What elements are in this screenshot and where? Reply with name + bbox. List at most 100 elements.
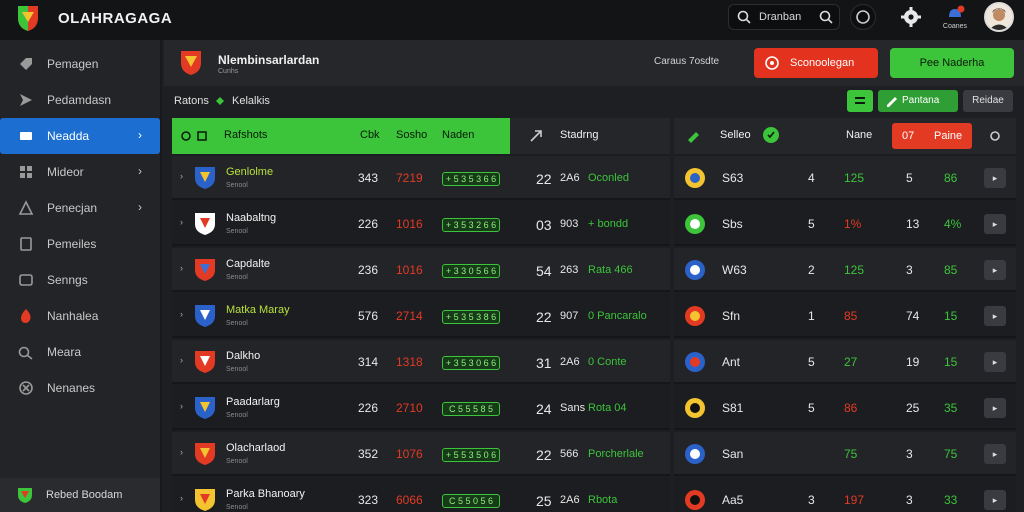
table-row[interactable]: W63 2 125 3 85 ▸	[674, 248, 1016, 292]
col-1[interactable]: Nane	[846, 129, 873, 141]
table-row[interactable]: › Paadarlarg Senool 226 2710 C 5 5 5 8 5…	[172, 386, 670, 430]
row-action-button[interactable]: ▸	[984, 490, 1006, 510]
stat-d: Sans	[560, 402, 586, 414]
row-action-button[interactable]: ▸	[984, 260, 1006, 280]
search-input[interactable]: Dranban	[728, 4, 840, 30]
settings-small-icon[interactable]	[988, 129, 1002, 143]
sidebar-item-4[interactable]: Penecjan ›	[0, 190, 160, 226]
col-4[interactable]: Stadrng	[560, 129, 599, 141]
sidebar-item-1[interactable]: Pedamdasn	[0, 82, 160, 118]
triangle-icon	[18, 200, 34, 215]
filter-label-kelalkis[interactable]: Kelalkis	[232, 95, 270, 107]
ticket-icon	[20, 132, 32, 140]
player-name[interactable]: Sbs	[722, 217, 743, 231]
table-row[interactable]: › Capdalte Senool 236 1016 + 3 3 0 5 6 6…	[172, 248, 670, 292]
team-name[interactable]: Matka Maray	[226, 304, 290, 316]
expand-icon[interactable]: ›	[180, 309, 183, 319]
reset-button[interactable]: Reidae	[963, 90, 1013, 112]
stat-a: 5	[808, 355, 815, 369]
player-name[interactable]: S81	[722, 401, 744, 415]
table-row[interactable]: S81 5 86 25 35 ▸	[674, 386, 1016, 430]
table-row[interactable]: Ant 5 27 19 15 ▸	[674, 340, 1016, 384]
pen-icon	[18, 346, 33, 360]
sidebar-footer[interactable]: Rebed Boodam	[0, 478, 160, 512]
search-submit-icon[interactable]	[819, 10, 833, 24]
expand-icon[interactable]: ›	[180, 355, 183, 365]
tool-button[interactable]: Pantana	[878, 90, 958, 112]
sidebar-item-5[interactable]: Pemeiles	[0, 226, 160, 262]
table-row[interactable]: › Naabaltng Senool 226 1016 + 3 5 3 2 6 …	[172, 202, 670, 246]
status-toggle-button[interactable]	[850, 4, 876, 30]
expand-icon[interactable]: ›	[180, 447, 183, 457]
stat-b: 7219	[396, 171, 423, 185]
sidebar-item-label: Neadda	[47, 129, 90, 143]
col-2[interactable]: Sosho	[396, 129, 428, 141]
notifications-button[interactable]: Coanes	[940, 3, 970, 35]
col-team[interactable]: Rafshots	[224, 129, 268, 141]
table-row[interactable]: Aa5 3 197 3 33 ▸	[674, 478, 1016, 512]
club-crest-icon	[195, 489, 215, 511]
stat-c: 74	[906, 309, 920, 323]
form-bar: + 3 3 0 5 6 6	[442, 264, 500, 278]
team-badge-icon	[685, 398, 705, 418]
expand-icon[interactable]: ›	[180, 171, 183, 181]
row-action-button[interactable]: ▸	[984, 306, 1006, 326]
sidebar-item-9[interactable]: Nenanes	[0, 370, 160, 406]
row-action-button[interactable]: ▸	[984, 444, 1006, 464]
row-action-button[interactable]: ▸	[984, 352, 1006, 372]
expand-icon[interactable]: ›	[180, 263, 183, 273]
col-3[interactable]: Naden	[442, 129, 475, 141]
player-name[interactable]: Sfn	[722, 309, 741, 323]
table-row[interactable]: San 75 3 75 ▸	[674, 432, 1016, 476]
table-row[interactable]: › Olacharlaod Senool 352 1076 + 5 5 3 5 …	[172, 432, 670, 476]
table-row[interactable]: › Genlolme Senool 343 7219 + 5 3 5 3 6 6…	[172, 156, 670, 200]
player-name[interactable]: San	[722, 447, 744, 461]
bell-icon	[949, 5, 965, 17]
sidebar-item-6[interactable]: Senngs	[0, 262, 160, 298]
row-action-button[interactable]: ▸	[984, 398, 1006, 418]
player-name[interactable]: Ant	[722, 355, 741, 369]
col-name[interactable]: Selleo	[720, 129, 751, 141]
expand-icon[interactable]: ›	[180, 401, 183, 411]
player-name[interactable]: Aa5	[722, 493, 744, 507]
team-name[interactable]: Capdalte	[226, 258, 271, 270]
team-name[interactable]: Naabaltng	[226, 212, 277, 224]
team-name: Nlembinsarlardan	[218, 53, 320, 67]
table-row[interactable]: › Matka Maray Senool 576 2714 + 5 3 5 3 …	[172, 294, 670, 338]
expand-icon[interactable]: ›	[180, 493, 183, 503]
player-name[interactable]: W63	[722, 263, 747, 277]
table-row[interactable]: Sfn 1 85 74 15 ▸	[674, 294, 1016, 338]
row-action-button[interactable]: ▸	[984, 214, 1006, 234]
filter-toggle-button[interactable]	[847, 90, 873, 112]
stat-d: 33	[944, 493, 958, 507]
table-row[interactable]: S63 4 125 5 86 ▸	[674, 156, 1016, 200]
tag-icon	[20, 58, 32, 70]
team-name[interactable]: Genlolme	[226, 166, 274, 178]
green-action-button[interactable]: Pee Naderha	[890, 48, 1014, 78]
team-name[interactable]: Dalkho	[226, 350, 261, 362]
sidebar-item-3[interactable]: Mideor ›	[0, 154, 160, 190]
gear-icon[interactable]	[900, 6, 922, 28]
club-crest-icon	[195, 351, 215, 373]
table-row[interactable]: › Parka Bhanoary Senool 323 6066 C 5 5 0…	[172, 478, 670, 512]
sidebar-item-7[interactable]: Nanhalea	[0, 298, 160, 334]
col-1[interactable]: Cbk	[360, 129, 380, 141]
club-crest-icon	[195, 397, 215, 419]
team-name[interactable]: Paadarlarg	[226, 396, 280, 408]
sidebar-item-0[interactable]: Pemagen	[0, 46, 160, 82]
expand-icon[interactable]: ›	[180, 217, 183, 227]
team-name[interactable]: Parka Bhanoary	[226, 488, 305, 500]
avatar[interactable]	[984, 2, 1014, 32]
table-row[interactable]: › Dalkho Senool 314 1318 + 3 5 3 0 6 6 3…	[172, 340, 670, 384]
team-name[interactable]: Olacharlaod	[226, 442, 286, 454]
red-action-button[interactable]: Sconoolegan	[754, 48, 878, 78]
player-name[interactable]: S63	[722, 171, 744, 185]
sidebar-item-2[interactable]: Neadda ›	[0, 118, 160, 154]
red-filter-pill[interactable]: 07 Paine	[892, 123, 972, 149]
table-row[interactable]: Sbs 5 1% 13 4% ▸	[674, 202, 1016, 246]
row-action-button[interactable]: ▸	[984, 168, 1006, 188]
sidebar-item-8[interactable]: Meara	[0, 334, 160, 370]
sidebar-item-label: Pemeiles	[47, 237, 97, 251]
status-note: Caraus 7osdte	[654, 56, 720, 67]
filter-label-ratons[interactable]: Ratons	[174, 95, 209, 107]
